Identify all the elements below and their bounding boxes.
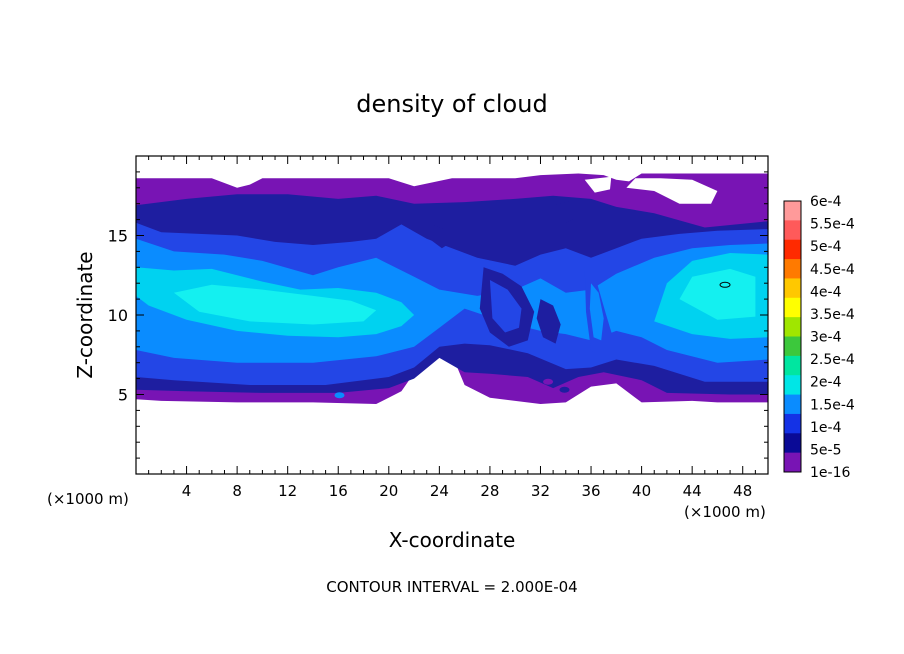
x-tick-label: 28: [480, 482, 499, 500]
chart-title: density of cloud: [356, 90, 547, 118]
x-tick-label: 4: [182, 482, 192, 500]
x-tick-label: 32: [531, 482, 550, 500]
colorbar-swatch: [784, 278, 801, 299]
x-tick-label: 44: [683, 482, 702, 500]
colorbar-swatch: [784, 201, 801, 221]
density-spot-1: [559, 386, 570, 393]
colorbar-label: 2.5e-4: [810, 352, 855, 368]
colorbar-label: 3.5e-4: [810, 307, 855, 323]
density-region-9: [589, 283, 604, 341]
density-region-11: [489, 280, 522, 333]
density-region-7: [679, 268, 756, 320]
x-unit-right: (×1000 m): [684, 503, 766, 521]
density-region-13: [426, 222, 452, 249]
colorbar: 6e-4 5.5e-4 5e-4 4.5e-4 4e-4 3.5e-4 3e-4 2.5e-4…: [783, 194, 855, 481]
density-region-6: [173, 284, 377, 325]
cloud-gaps: [584, 176, 718, 204]
colorbar-label: 1e-4: [810, 420, 842, 436]
colorbar-swatch: [784, 297, 801, 318]
x-tick-label: 8: [232, 482, 242, 500]
colorbar-swatch: [784, 452, 801, 473]
x-tick-label: 24: [430, 482, 449, 500]
colorbar-swatch: [784, 355, 801, 376]
x-tick-label: 40: [632, 482, 651, 500]
contour-marks: [719, 281, 731, 288]
density-region-12: [536, 299, 561, 344]
density-region-14: [553, 200, 579, 223]
colorbar-swatch: [784, 433, 801, 454]
colorbar-swatch: [784, 220, 801, 241]
contour-mark-0: [719, 281, 731, 288]
density-spot-2: [543, 378, 554, 385]
x-unit-left: (×1000 m): [47, 490, 129, 508]
colorbar-label: 5.5e-4: [810, 217, 855, 233]
x-tick-label: 12: [278, 482, 297, 500]
colorbar-swatch: [784, 394, 801, 415]
colorbar-label: 6e-4: [810, 194, 842, 210]
y-tick-label: 5: [118, 386, 128, 405]
colorbar-label: 4.5e-4: [810, 262, 855, 278]
colorbar-label: 5e-5: [810, 442, 841, 458]
colorbar-label: 1.5e-4: [810, 397, 855, 413]
colorbar-swatch: [784, 317, 801, 337]
y-tick-label: 15: [108, 227, 128, 246]
y-axis: 5 10 15: [108, 171, 768, 459]
x-tick-label: 48: [733, 482, 752, 500]
density-spot-0: [334, 392, 345, 399]
colorbar-swatch: [784, 375, 801, 396]
colorbar-swatch: [784, 336, 801, 357]
colorbar-frame: [783, 200, 802, 473]
colorbar-label: 3e-4: [810, 330, 842, 346]
cloud-gap-0: [626, 178, 718, 204]
x-axis-label: X-coordinate: [389, 528, 516, 552]
x-axis: 4 8 12 16 20 24 28 32 36 40 44 48: [148, 156, 756, 500]
colorbar-label: 2e-4: [810, 375, 842, 391]
colorbar-swatch: [784, 239, 801, 260]
x-tick-label: 36: [581, 482, 600, 500]
cloud-gap-1: [584, 176, 612, 193]
y-axis-label: Z-coordinate: [73, 251, 97, 378]
contour-interval-note: CONTOUR INTERVAL = 2.000E-04: [326, 578, 577, 596]
x-tick-label: 16: [329, 482, 348, 500]
density-field: [136, 173, 768, 404]
y-tick-label: 10: [108, 306, 128, 325]
colorbar-label: 4e-4: [810, 284, 842, 300]
colorbar-label: 1e-16: [810, 465, 850, 481]
colorbar-label: 5e-4: [810, 239, 842, 255]
x-tick-label: 20: [379, 482, 398, 500]
colorbar-swatch: [784, 413, 801, 434]
colorbar-swatch: [784, 259, 801, 279]
